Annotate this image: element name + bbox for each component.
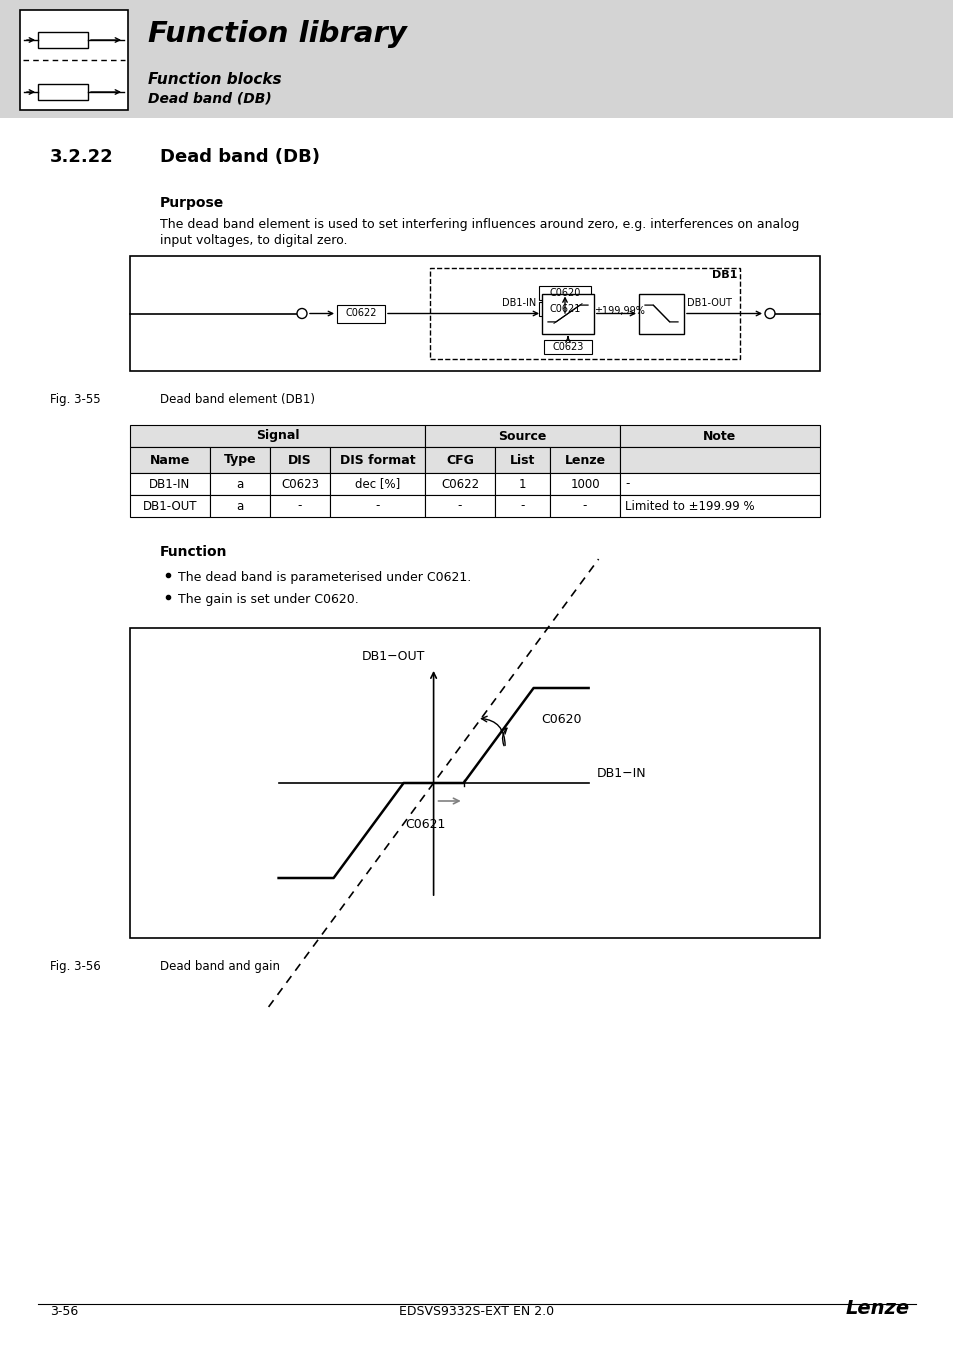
Text: C0623: C0623 [281, 478, 318, 490]
Text: C0621: C0621 [405, 818, 445, 832]
Text: DB1-IN: DB1-IN [501, 298, 536, 309]
Bar [210, 472, 270, 495]
Text: Name: Name [150, 454, 190, 467]
Text: Signal: Signal [255, 429, 299, 443]
Text: 1000: 1000 [570, 478, 599, 490]
Text: DB1: DB1 [711, 270, 737, 279]
Bar [140, 35, 949, 100]
Bar [495, 447, 550, 472]
Text: Function blocks: Function blocks [148, 72, 281, 86]
Bar [130, 256, 820, 371]
Text: Dead band (DB): Dead band (DB) [148, 92, 272, 107]
Text: DB1-OUT: DB1-OUT [143, 500, 197, 513]
Circle shape [296, 309, 307, 319]
Text: Function: Function [160, 545, 227, 559]
Text: EDSVS9332S-EXT EN 2.0: EDSVS9332S-EXT EN 2.0 [399, 1305, 554, 1318]
Text: C0623: C0623 [552, 342, 583, 352]
Bar [130, 472, 210, 495]
Text: a: a [236, 478, 243, 490]
Text: List: List [509, 454, 535, 467]
Bar [550, 472, 619, 495]
Text: Dead band and gain: Dead band and gain [160, 960, 280, 973]
Bar [424, 447, 495, 472]
Bar [619, 447, 820, 472]
Text: DB1-OUT: DB1-OUT [686, 298, 731, 309]
Text: Purpose: Purpose [160, 196, 224, 211]
Text: C0622: C0622 [345, 309, 376, 319]
Bar [38, 32, 88, 49]
Text: Fig. 3-55: Fig. 3-55 [50, 393, 100, 406]
Text: Type: Type [223, 454, 256, 467]
Text: DB1-IN: DB1-IN [150, 478, 191, 490]
Bar [130, 447, 210, 472]
Text: DIS format: DIS format [339, 454, 415, 467]
Text: Lenze: Lenze [564, 454, 605, 467]
Bar [336, 305, 385, 323]
Text: 3.2.22: 3.2.22 [50, 148, 113, 166]
Bar [538, 286, 590, 300]
Text: Dead band element (DB1): Dead band element (DB1) [160, 393, 314, 406]
Bar [38, 84, 88, 100]
Text: Dead band (DB): Dead band (DB) [160, 148, 319, 166]
Bar [270, 447, 330, 472]
Bar [619, 472, 820, 495]
Bar [619, 495, 820, 517]
Text: 1: 1 [518, 478, 526, 490]
Bar [130, 425, 424, 447]
Text: -: - [582, 500, 587, 513]
Bar [538, 302, 590, 316]
Text: a: a [236, 500, 243, 513]
Text: DB1−OUT: DB1−OUT [362, 649, 425, 663]
Bar [495, 472, 550, 495]
Bar [424, 472, 495, 495]
Bar [330, 447, 424, 472]
Bar [550, 447, 619, 472]
Bar [330, 495, 424, 517]
Bar [0, 0, 953, 117]
Text: Fig. 3-56: Fig. 3-56 [50, 960, 101, 973]
Text: The dead band element is used to set interfering influences around zero, e.g. in: The dead band element is used to set int… [160, 217, 799, 231]
Bar [543, 340, 592, 354]
Bar [424, 495, 495, 517]
Text: CFG: CFG [446, 454, 474, 467]
Text: Lenze: Lenze [845, 1299, 909, 1318]
Text: -: - [375, 500, 379, 513]
Text: C0622: C0622 [440, 478, 478, 490]
Bar [541, 293, 594, 333]
Bar [270, 472, 330, 495]
Text: -: - [457, 500, 461, 513]
Text: Limited to ±199.99 %: Limited to ±199.99 % [624, 500, 754, 513]
Text: -: - [297, 500, 302, 513]
Text: DIS: DIS [288, 454, 312, 467]
Text: -: - [624, 478, 629, 490]
Bar [210, 447, 270, 472]
Bar [130, 495, 210, 517]
Bar [130, 628, 820, 938]
Bar [639, 293, 683, 333]
Text: C0620: C0620 [541, 713, 581, 726]
Text: dec [%]: dec [%] [355, 478, 399, 490]
Bar [424, 425, 619, 447]
Text: C0621: C0621 [549, 304, 580, 315]
Bar [20, 9, 128, 109]
Bar [270, 495, 330, 517]
Bar [210, 495, 270, 517]
Text: Function library: Function library [148, 20, 406, 49]
Text: 3-56: 3-56 [50, 1305, 78, 1318]
Text: input voltages, to digital zero.: input voltages, to digital zero. [160, 234, 347, 247]
Text: -: - [519, 500, 524, 513]
Bar [330, 472, 424, 495]
Bar [619, 425, 820, 447]
Text: C0620: C0620 [549, 288, 580, 298]
Circle shape [764, 309, 774, 319]
Text: Source: Source [497, 429, 546, 443]
Text: Note: Note [702, 429, 736, 443]
Text: ±199,99%: ±199,99% [594, 306, 644, 316]
Text: The gain is set under C0620.: The gain is set under C0620. [178, 593, 358, 606]
Bar [550, 495, 619, 517]
Text: DB1−IN: DB1−IN [596, 767, 645, 780]
Bar [495, 495, 550, 517]
Text: The dead band is parameterised under C0621.: The dead band is parameterised under C06… [178, 571, 471, 585]
Bar [430, 269, 740, 359]
